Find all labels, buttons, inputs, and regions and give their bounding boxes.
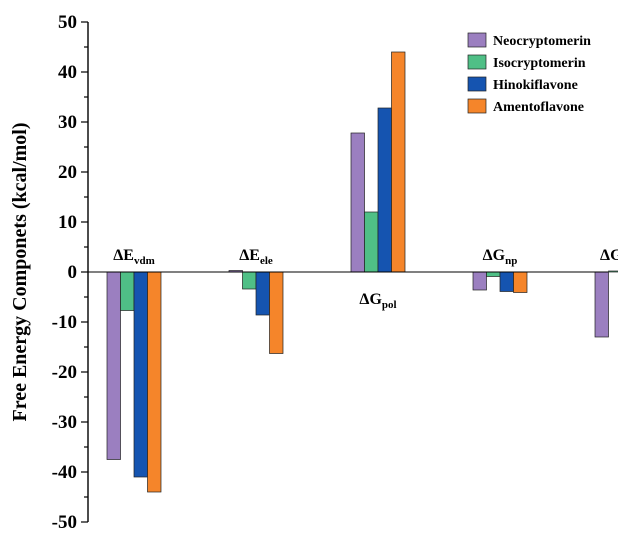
legend-label-neocryptomerin: Neocryptomerin (493, 34, 591, 49)
legend-label-isocryptomerin: Isocryptomerin (493, 56, 586, 71)
bar-hinokiflavone-0 (134, 272, 148, 477)
bar-amentoflavone-2 (392, 52, 406, 272)
bar-isocryptomerin-3 (487, 272, 501, 277)
legend-swatch-isocryptomerin (468, 55, 486, 69)
y-tick-label: 10 (58, 212, 77, 233)
legend-label-hinokiflavone: Hinokiflavone (493, 78, 578, 93)
bar-hinokiflavone-2 (378, 108, 392, 272)
y-axis-label: Free Energy Componets (kcal/mol) (9, 122, 31, 421)
y-tick-label: 50 (58, 12, 77, 33)
legend-label-amentoflavone: Amentoflavone (493, 100, 584, 115)
y-tick-label: -50 (52, 512, 77, 529)
legend-swatch-hinokiflavone (468, 77, 486, 91)
bar-isocryptomerin-4 (609, 271, 618, 272)
bar-isocryptomerin-0 (121, 272, 135, 311)
bar-amentoflavone-3 (514, 272, 528, 293)
y-tick-label: -40 (52, 462, 77, 483)
y-tick-label: -30 (52, 412, 77, 433)
y-tick-label: -20 (52, 362, 77, 383)
bar-isocryptomerin-2 (365, 212, 379, 272)
bar-amentoflavone-0 (148, 272, 162, 492)
bar-amentoflavone-1 (270, 272, 284, 354)
legend-swatch-neocryptomerin (468, 33, 486, 47)
bar-hinokiflavone-3 (500, 272, 514, 292)
y-tick-label: 40 (58, 62, 77, 83)
y-tick-label: -10 (52, 312, 77, 333)
bar-neocryptomerin-2 (351, 133, 365, 272)
bar-neocryptomerin-4 (595, 272, 609, 337)
y-tick-label: 30 (58, 112, 77, 133)
bar-hinokiflavone-1 (256, 272, 270, 315)
y-tick-label: 20 (58, 162, 77, 183)
legend-swatch-amentoflavone (468, 99, 486, 113)
y-tick-label: 0 (68, 262, 78, 283)
bar-neocryptomerin-3 (473, 272, 487, 290)
bar-isocryptomerin-1 (243, 272, 257, 289)
bar-neocryptomerin-0 (107, 272, 121, 460)
